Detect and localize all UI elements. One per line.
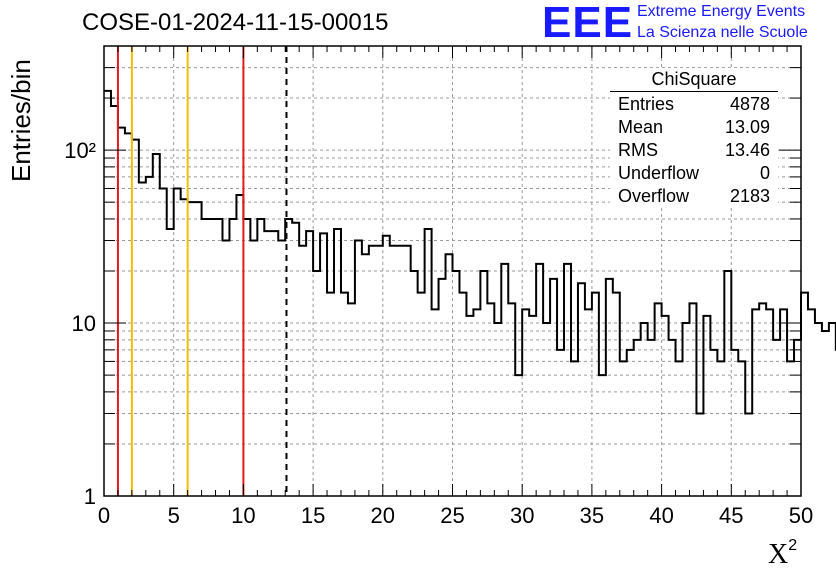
stats-row: Underflow 0 [610, 162, 778, 185]
y-tick-label: 1 [84, 484, 96, 509]
y-tick-label: 10² [64, 138, 96, 163]
stats-label: Underflow [618, 163, 700, 183]
x-tick-label: 0 [98, 503, 110, 528]
stats-box: ChiSquare Entries 4878 Mean 13.09 RMS 13.46… [610, 68, 778, 208]
stats-label: Overflow [618, 186, 690, 206]
stats-value: 13.46 [724, 140, 770, 160]
logo-mark: EEE [542, 0, 634, 47]
x-tick-label: 40 [649, 503, 673, 528]
x-tick-label: 20 [371, 503, 395, 528]
x-tick-label: 5 [168, 503, 180, 528]
stats-value: 4878 [729, 94, 770, 114]
stats-value: 2183 [729, 186, 770, 206]
stats-row: RMS 13.46 [610, 139, 778, 162]
stats-value: 13.09 [724, 117, 770, 137]
x-axis-label: X2 [768, 537, 798, 570]
y-tick-label: 10 [72, 311, 96, 336]
x-tick-label: 25 [440, 503, 464, 528]
x-tick-label: 10 [231, 503, 255, 528]
stats-label: Entries [618, 94, 675, 114]
stats-value: 0 [759, 163, 770, 183]
logo-text-line2: La Scienza nelle Scuole [637, 24, 808, 41]
histogram-series [104, 89, 836, 415]
stats-row: Mean 13.09 [610, 116, 778, 139]
stats-row: Entries 4878 [610, 93, 778, 116]
stats-title: ChiSquare [610, 68, 778, 92]
stats-label: RMS [618, 140, 658, 160]
logo-text-line1: Extreme Energy Events [637, 3, 806, 20]
x-tick-label: 50 [789, 503, 813, 528]
x-tick-label: 45 [719, 503, 743, 528]
x-tick-label: 30 [510, 503, 534, 528]
x-tick-label: 35 [580, 503, 604, 528]
stats-label: Mean [618, 117, 664, 137]
x-tick-label: 15 [301, 503, 325, 528]
chart-title: COSE-01-2024-11-15-00015 [82, 9, 389, 36]
stats-row: Overflow 2183 [610, 185, 778, 208]
